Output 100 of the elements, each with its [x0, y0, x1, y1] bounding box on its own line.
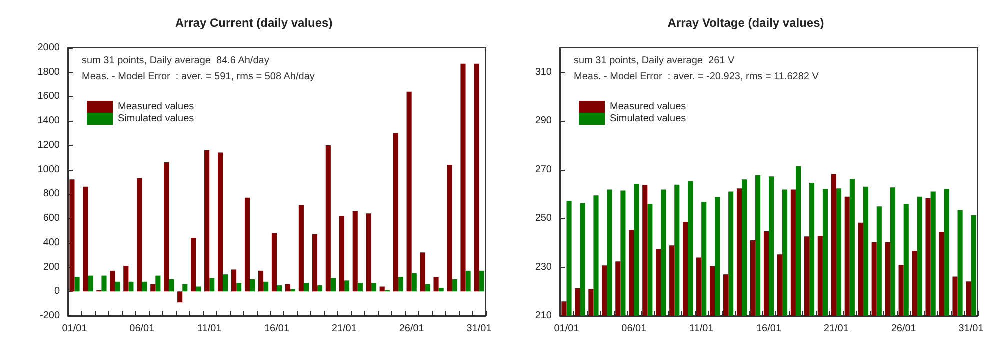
bar [460, 64, 466, 292]
bar [474, 64, 480, 292]
bar [182, 284, 188, 292]
bar [304, 283, 310, 292]
x-tick-label: 06/01 [130, 324, 156, 334]
annotation: Meas. - Model Error : aver. = -20.923, rms = 11.6282 V [574, 72, 820, 82]
bar [406, 92, 412, 292]
bar [204, 150, 210, 292]
x-tick-label: 31/01 [958, 324, 984, 334]
bar [358, 283, 363, 292]
bar [330, 278, 336, 292]
bar [326, 145, 331, 292]
bar [88, 276, 94, 292]
bar [420, 252, 426, 292]
x-tick-label: 11/01 [689, 324, 714, 334]
legend-label: Measured values [118, 102, 194, 112]
x-tick-label: 06/01 [622, 324, 648, 334]
x-tick-label: 01/01 [554, 324, 580, 334]
bar [196, 286, 202, 292]
bar [438, 288, 444, 292]
bar [479, 270, 484, 292]
bar [74, 277, 80, 292]
bar [210, 278, 215, 292]
bar [434, 277, 439, 292]
bar [250, 279, 256, 292]
bar [285, 284, 290, 292]
y-tick-label: 200 [43, 262, 60, 273]
bar [191, 238, 196, 292]
bar [150, 284, 156, 292]
bar [236, 283, 242, 292]
x-tick-label: 21/01 [824, 324, 850, 334]
legend-label: Simulated values [610, 114, 686, 124]
bar [447, 164, 452, 292]
bar [272, 233, 277, 292]
x-tick-label: 31/01 [466, 324, 492, 334]
bar [393, 133, 398, 292]
annotation: Meas. - Model Error : aver. = 591, rms = 508 Ah/day [82, 72, 315, 82]
bar [452, 279, 458, 292]
y-tick-label: 310 [535, 66, 552, 78]
bar [218, 152, 224, 292]
bar [412, 273, 417, 292]
legend-label: Simulated values [118, 114, 194, 124]
x-tick-label: 01/01 [62, 324, 88, 334]
x-tick-label: 16/01 [756, 324, 782, 334]
chart-title: Array Current (daily values) [175, 16, 333, 30]
y-tick-label: 210 [535, 310, 552, 322]
x-tick-label: 21/01 [332, 324, 358, 334]
y-tick-label: 1000 [38, 164, 60, 176]
bar [231, 270, 237, 292]
bar [298, 205, 304, 292]
bar [137, 178, 142, 292]
y-tick-label: 290 [535, 116, 552, 127]
bar [115, 282, 120, 292]
bar [425, 284, 430, 292]
bar [70, 180, 75, 292]
bar [371, 283, 376, 292]
bar [223, 274, 228, 292]
y-tick-label: 1800 [38, 66, 60, 78]
bar [264, 282, 269, 292]
bar [290, 289, 296, 292]
y-tick-label: 800 [43, 188, 60, 200]
y-tick-label: 250 [535, 213, 552, 224]
bar [366, 214, 372, 292]
bar [312, 234, 318, 292]
bar [352, 211, 358, 292]
y-tick-label: 2000 [38, 42, 60, 54]
bar [169, 279, 174, 292]
bar [277, 286, 282, 292]
bar [102, 276, 107, 292]
bar [124, 266, 129, 292]
annotation: sum 31 points, Daily average 84.6 Ah/day [82, 56, 270, 66]
annotation: sum 31 points, Daily average 261 V [574, 56, 735, 66]
y-tick-label: -200 [40, 310, 60, 322]
bar [339, 216, 344, 292]
y-tick-label: 600 [43, 213, 60, 224]
y-tick-label: 0 [54, 286, 60, 298]
bar [380, 286, 385, 292]
bar [142, 282, 148, 292]
bar [344, 280, 350, 292]
bar [398, 277, 404, 292]
bar [466, 270, 471, 292]
bar [156, 276, 161, 292]
bar [110, 270, 116, 292]
bar [164, 162, 170, 292]
y-tick-label: 1400 [38, 116, 60, 127]
chart-title: Array Voltage (daily values) [668, 16, 824, 30]
y-tick-label: 270 [535, 164, 552, 176]
x-tick-label: 26/01 [399, 324, 425, 334]
legend-label: Measured values [610, 102, 686, 112]
y-tick-label: 230 [535, 262, 552, 273]
y-tick-label: 400 [43, 237, 60, 248]
y-tick-label: 1600 [38, 91, 60, 102]
bar [178, 292, 183, 303]
bar [244, 198, 250, 292]
x-tick-label: 11/01 [197, 324, 222, 334]
x-tick-label: 26/01 [891, 324, 917, 334]
bar [317, 286, 323, 292]
bar [128, 282, 134, 292]
bar [83, 186, 88, 292]
bar [258, 270, 264, 292]
